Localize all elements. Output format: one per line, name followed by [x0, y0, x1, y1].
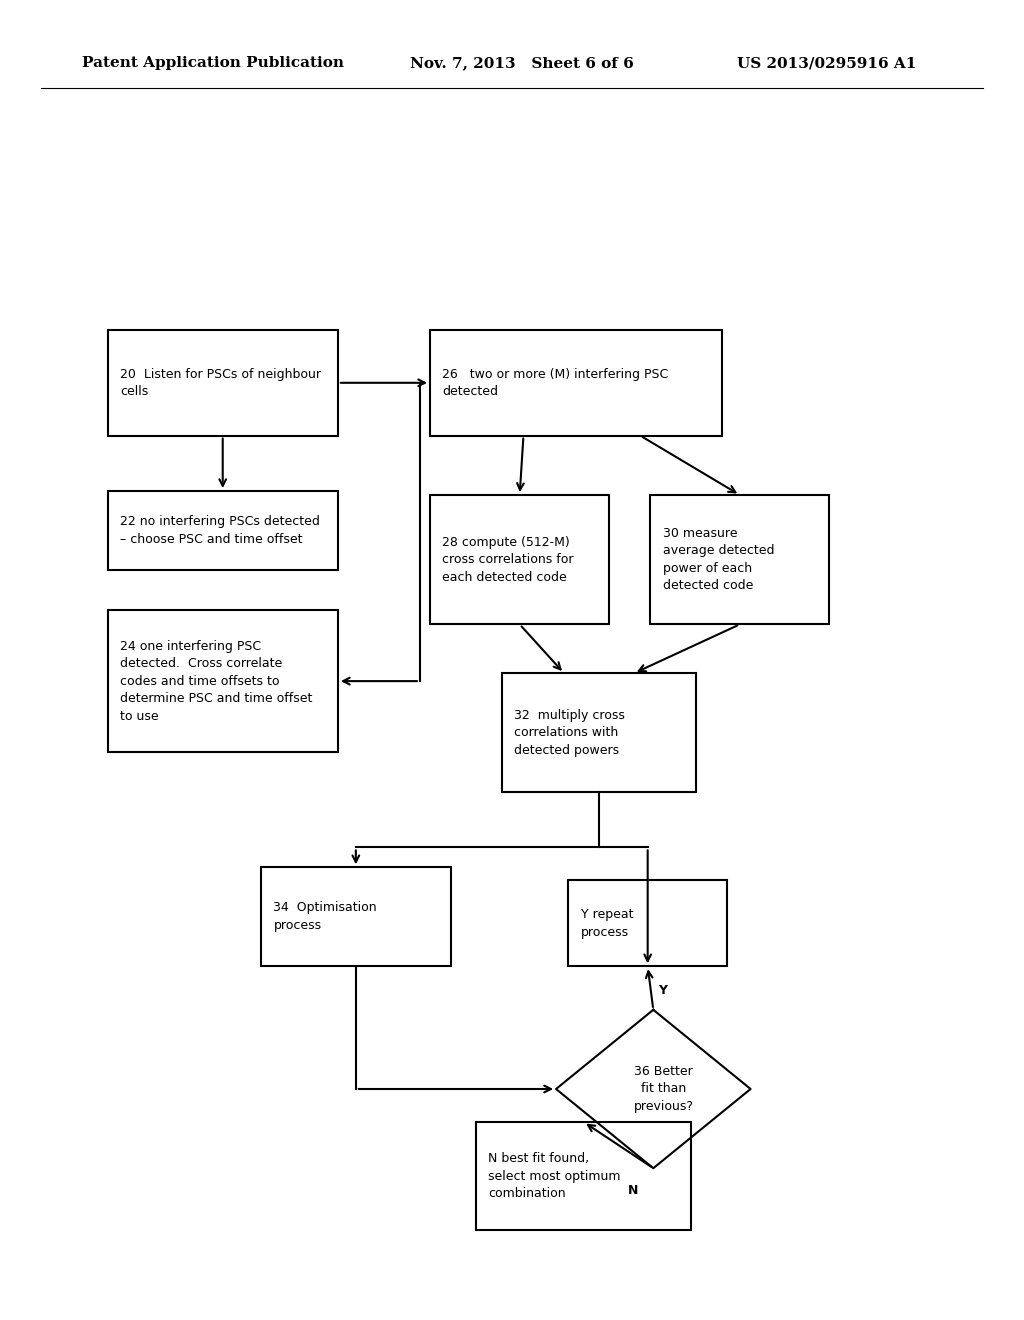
Text: 20  Listen for PSCs of neighbour
cells: 20 Listen for PSCs of neighbour cells	[120, 367, 321, 399]
Text: US 2013/0295916 A1: US 2013/0295916 A1	[737, 57, 916, 70]
FancyBboxPatch shape	[568, 880, 727, 966]
FancyBboxPatch shape	[108, 610, 338, 752]
Text: 32  multiply cross
correlations with
detected powers: 32 multiply cross correlations with dete…	[514, 709, 625, 756]
Text: Nov. 7, 2013   Sheet 6 of 6: Nov. 7, 2013 Sheet 6 of 6	[410, 57, 634, 70]
Text: 34  Optimisation
process: 34 Optimisation process	[273, 902, 377, 932]
Text: 36 Better
fit than
previous?: 36 Better fit than previous?	[634, 1065, 693, 1113]
FancyBboxPatch shape	[502, 673, 696, 792]
Text: 30 measure
average detected
power of each
detected code: 30 measure average detected power of eac…	[663, 527, 774, 593]
Text: 24 one interfering PSC
detected.  Cross correlate
codes and time offsets to
dete: 24 one interfering PSC detected. Cross c…	[120, 640, 312, 722]
FancyBboxPatch shape	[108, 491, 338, 570]
Text: 26   two or more (M) interfering PSC
detected: 26 two or more (M) interfering PSC detec…	[442, 367, 669, 399]
FancyBboxPatch shape	[261, 867, 451, 966]
Text: N: N	[628, 1184, 638, 1197]
Text: Y: Y	[658, 983, 668, 997]
FancyBboxPatch shape	[476, 1122, 691, 1230]
Polygon shape	[556, 1010, 751, 1168]
Text: N best fit found,
select most optimum
combination: N best fit found, select most optimum co…	[488, 1152, 621, 1200]
FancyBboxPatch shape	[430, 330, 722, 436]
Text: Y repeat
process: Y repeat process	[581, 908, 633, 939]
Text: Patent Application Publication: Patent Application Publication	[82, 57, 344, 70]
Text: 28 compute (512-M)
cross correlations for
each detected code: 28 compute (512-M) cross correlations fo…	[442, 536, 573, 583]
FancyBboxPatch shape	[650, 495, 829, 624]
FancyBboxPatch shape	[108, 330, 338, 436]
Text: 22 no interfering PSCs detected
– choose PSC and time offset: 22 no interfering PSCs detected – choose…	[120, 515, 319, 546]
FancyBboxPatch shape	[430, 495, 609, 624]
